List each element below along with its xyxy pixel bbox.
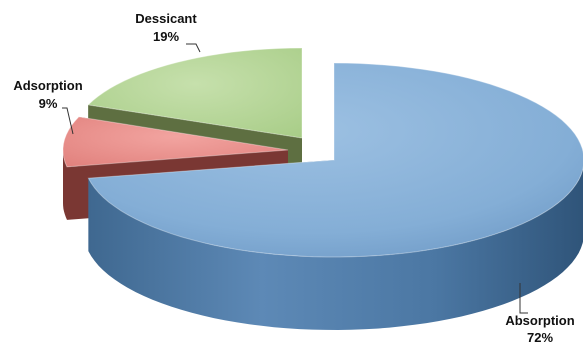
- slice-label-absorption-pct: 72%: [527, 330, 553, 344]
- slice-label-adsorption-name: Adsorption: [13, 78, 82, 93]
- leader-line-dessicant: [186, 44, 200, 52]
- slice-label-dessicant-name: Dessicant: [135, 11, 197, 26]
- slice-label-adsorption-pct: 9%: [39, 96, 58, 111]
- slice-label-dessicant-pct: 19%: [153, 29, 179, 44]
- slice-label-absorption-name: Absorption: [505, 313, 574, 328]
